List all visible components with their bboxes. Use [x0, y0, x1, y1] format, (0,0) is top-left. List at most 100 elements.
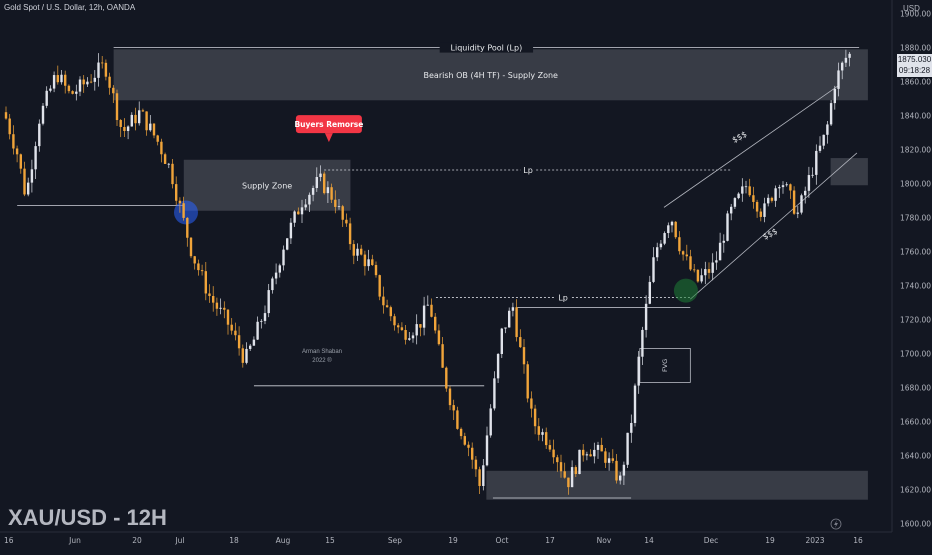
- candle-body: [641, 329, 644, 357]
- candle-body: [56, 75, 59, 83]
- candle-body: [504, 327, 507, 329]
- candle-body: [197, 263, 200, 271]
- candle-body: [567, 477, 570, 488]
- candle-body: [193, 256, 196, 264]
- level-label: Lp: [558, 293, 568, 302]
- candle-body: [456, 410, 459, 429]
- candle-body: [619, 475, 622, 481]
- candle-body: [593, 449, 596, 457]
- candle-body: [163, 154, 167, 164]
- price-tick-label: 1780.00: [900, 214, 931, 223]
- candle-body: [556, 457, 559, 463]
- candle-body: [471, 447, 474, 460]
- candle-body: [530, 398, 533, 409]
- candle-body: [637, 356, 640, 386]
- candle-body: [807, 175, 811, 191]
- candle-body: [371, 259, 374, 266]
- candle-body: [108, 76, 111, 88]
- candle-body: [271, 278, 274, 291]
- candle-body: [115, 93, 119, 121]
- price-tick-label: 1720.00: [900, 316, 931, 325]
- candle-body: [119, 120, 122, 127]
- candle-body: [804, 190, 807, 196]
- lightning-icon-ring: [830, 518, 842, 530]
- candle-body: [175, 184, 178, 201]
- candle-body: [430, 304, 433, 317]
- candle-body: [604, 451, 607, 463]
- candle-body: [311, 188, 315, 195]
- candle-body: [400, 327, 404, 331]
- candle-body: [733, 198, 737, 207]
- time-tick-label: 2023: [805, 536, 824, 545]
- candle-body: [748, 186, 751, 196]
- candle-body: [352, 244, 355, 256]
- candle-body: [626, 432, 629, 465]
- callout-pointer: [324, 133, 333, 143]
- candle-body: [511, 307, 515, 311]
- buyers-remorse-callout: Buyers Remorse: [294, 115, 363, 143]
- candle-body: [97, 62, 100, 78]
- time-tick-label: 14: [644, 536, 654, 545]
- candle-body: [382, 296, 385, 306]
- candle-body: [230, 324, 233, 331]
- time-tick-label: 16: [853, 536, 863, 545]
- candle-body: [86, 81, 89, 85]
- candle-body: [478, 469, 481, 486]
- price-tick-label: 1680.00: [900, 384, 931, 393]
- candle-body: [744, 186, 748, 188]
- channel-upper-line: [663, 84, 840, 208]
- level-label-bg: [439, 42, 534, 53]
- candle-body: [19, 154, 22, 169]
- candle-body: [600, 444, 603, 452]
- candle-body: [297, 211, 300, 215]
- candle-body: [800, 195, 803, 213]
- candle-body: [796, 212, 799, 214]
- currency-label: USD: [903, 4, 920, 13]
- ticker-label: XAU/USD - 12H: [8, 505, 167, 530]
- candle-body: [348, 223, 352, 245]
- candle-body: [589, 454, 592, 457]
- candle-body: [4, 112, 8, 119]
- candle-body: [778, 187, 781, 189]
- candle-body: [289, 222, 293, 239]
- zone-label: Bearish OB (4H TF) - Supply Zone: [424, 71, 559, 80]
- candle-body: [330, 187, 333, 200]
- time-tick-label: Aug: [276, 536, 291, 545]
- candle-body: [578, 449, 581, 475]
- candle-body: [585, 454, 589, 456]
- candle-body: [559, 462, 563, 472]
- candle-body: [138, 110, 141, 124]
- last-price: 1875.030: [897, 55, 932, 64]
- candle-body: [789, 184, 792, 191]
- candle-body: [519, 337, 522, 348]
- candle-body: [178, 200, 182, 204]
- candle-body: [833, 88, 836, 104]
- level-label: Lp: [523, 166, 533, 175]
- candle-body: [844, 57, 848, 63]
- time-tick-label: Dec: [704, 536, 719, 545]
- candle-body: [41, 105, 45, 124]
- time-tick-label: 16: [4, 536, 14, 545]
- candle-body: [89, 81, 93, 83]
- candle-body: [356, 248, 359, 256]
- candle-body: [452, 405, 455, 411]
- candle-body: [52, 75, 56, 89]
- candle-body: [722, 240, 725, 243]
- candle-body: [515, 307, 518, 338]
- time-tick-label: 19: [448, 536, 458, 545]
- candle-body: [219, 307, 222, 309]
- time-tick-label: Oct: [496, 536, 509, 545]
- candle-body: [419, 324, 422, 328]
- price-tick-label: 1640.00: [900, 452, 931, 461]
- candle-body: [415, 324, 418, 336]
- candle-body: [656, 247, 659, 258]
- candle-body: [700, 275, 703, 282]
- candle-body: [23, 168, 26, 195]
- candle-body: [707, 269, 711, 273]
- candle-body: [67, 85, 71, 92]
- candle-body: [459, 428, 463, 437]
- price-tick-label: 1880.00: [900, 44, 931, 53]
- candle-body: [152, 123, 156, 136]
